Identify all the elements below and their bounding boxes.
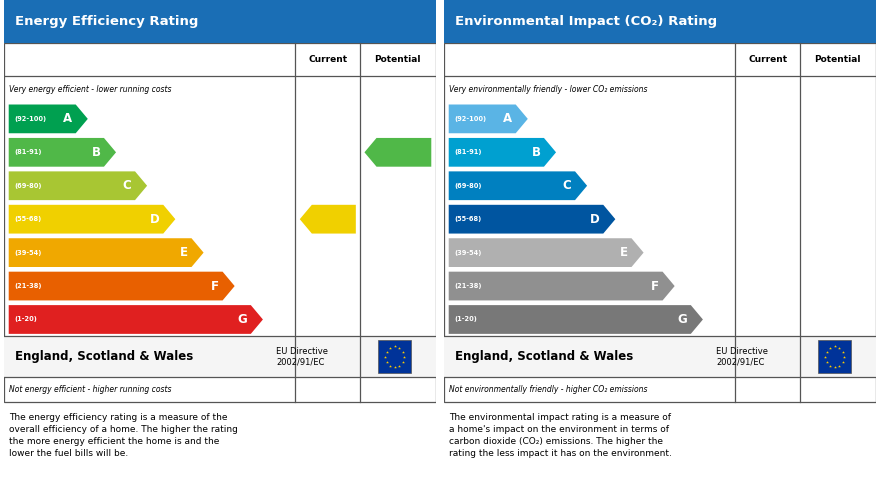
Text: D: D xyxy=(590,212,600,226)
Polygon shape xyxy=(9,205,175,234)
Text: (55-68): (55-68) xyxy=(14,216,41,222)
Text: (21-38): (21-38) xyxy=(14,283,41,289)
Text: Potential: Potential xyxy=(375,55,422,65)
Text: F: F xyxy=(651,280,659,292)
Polygon shape xyxy=(300,205,356,234)
Text: (1-20): (1-20) xyxy=(454,317,477,322)
Text: EU Directive
2002/91/EC: EU Directive 2002/91/EC xyxy=(716,347,768,366)
Text: (69-80): (69-80) xyxy=(454,183,481,189)
Text: (81-91): (81-91) xyxy=(454,149,481,155)
Bar xyxy=(818,340,851,373)
Polygon shape xyxy=(449,105,528,133)
Bar xyxy=(4,336,436,378)
Bar xyxy=(444,0,876,43)
Text: (55-68): (55-68) xyxy=(454,216,481,222)
Text: (21-38): (21-38) xyxy=(454,283,481,289)
Text: C: C xyxy=(123,179,132,192)
Text: EU Directive
2002/91/EC: EU Directive 2002/91/EC xyxy=(276,347,328,366)
Text: (81-91): (81-91) xyxy=(14,149,41,155)
Text: (92-100): (92-100) xyxy=(454,116,486,122)
Text: A: A xyxy=(63,112,72,125)
Text: (92-100): (92-100) xyxy=(14,116,46,122)
Text: (39-54): (39-54) xyxy=(454,249,481,255)
Text: Environmental Impact (CO₂) Rating: Environmental Impact (CO₂) Rating xyxy=(455,15,717,28)
Text: (39-54): (39-54) xyxy=(14,249,41,255)
Text: C: C xyxy=(563,179,572,192)
Text: Not environmentally friendly - higher CO₂ emissions: Not environmentally friendly - higher CO… xyxy=(449,385,647,394)
Text: E: E xyxy=(180,246,188,259)
Text: 68: 68 xyxy=(324,214,339,224)
Text: (69-80): (69-80) xyxy=(14,183,41,189)
Polygon shape xyxy=(9,172,147,200)
Text: The energy efficiency rating is a measure of the
overall efficiency of a home. T: The energy efficiency rating is a measur… xyxy=(9,413,238,458)
Text: Not energy efficient - higher running costs: Not energy efficient - higher running co… xyxy=(9,385,172,394)
Text: Potential: Potential xyxy=(815,55,862,65)
Text: B: B xyxy=(92,146,100,159)
Bar xyxy=(4,0,436,43)
Bar xyxy=(444,336,876,378)
Bar xyxy=(444,43,876,402)
Text: Very energy efficient - lower running costs: Very energy efficient - lower running co… xyxy=(9,85,172,94)
Text: England, Scotland & Wales: England, Scotland & Wales xyxy=(15,351,194,363)
Text: Energy Efficiency Rating: Energy Efficiency Rating xyxy=(15,15,199,28)
Text: D: D xyxy=(150,212,160,226)
Polygon shape xyxy=(9,138,116,167)
Polygon shape xyxy=(9,272,235,300)
Polygon shape xyxy=(449,138,556,167)
Text: G: G xyxy=(238,313,247,326)
Polygon shape xyxy=(364,138,431,167)
Text: Current: Current xyxy=(748,55,788,65)
Text: The environmental impact rating is a measure of
a home's impact on the environme: The environmental impact rating is a mea… xyxy=(449,413,671,458)
Text: 83: 83 xyxy=(394,147,409,157)
Polygon shape xyxy=(449,205,615,234)
Text: England, Scotland & Wales: England, Scotland & Wales xyxy=(455,351,634,363)
Polygon shape xyxy=(449,272,675,300)
Polygon shape xyxy=(449,238,643,267)
Polygon shape xyxy=(449,172,587,200)
Text: B: B xyxy=(532,146,540,159)
Text: A: A xyxy=(503,112,512,125)
Bar xyxy=(4,43,436,402)
Polygon shape xyxy=(449,305,703,334)
Text: E: E xyxy=(620,246,628,259)
Text: F: F xyxy=(211,280,219,292)
Bar xyxy=(378,340,411,373)
Text: Current: Current xyxy=(308,55,348,65)
Text: G: G xyxy=(678,313,687,326)
Text: Very environmentally friendly - lower CO₂ emissions: Very environmentally friendly - lower CO… xyxy=(449,85,647,94)
Polygon shape xyxy=(9,305,263,334)
Text: (1-20): (1-20) xyxy=(14,317,37,322)
Polygon shape xyxy=(9,238,203,267)
Polygon shape xyxy=(9,105,88,133)
